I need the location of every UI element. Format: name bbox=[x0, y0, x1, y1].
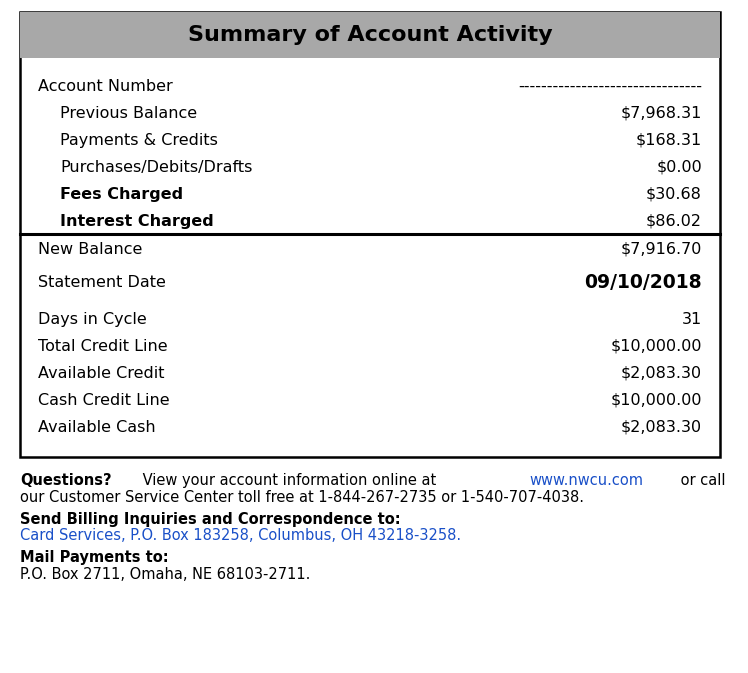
Text: Statement Date: Statement Date bbox=[38, 275, 166, 289]
Text: 31: 31 bbox=[681, 312, 702, 326]
Bar bbox=[20, 12, 720, 58]
Text: Questions?: Questions? bbox=[20, 473, 111, 488]
Text: Account Number: Account Number bbox=[38, 79, 173, 94]
Text: Available Cash: Available Cash bbox=[38, 419, 156, 435]
Text: our Customer Service Center toll free at 1-844-267-2735 or 1-540-707-4038.: our Customer Service Center toll free at… bbox=[20, 490, 584, 505]
Text: Mail Payments to:: Mail Payments to: bbox=[20, 551, 168, 565]
Text: $7,968.31: $7,968.31 bbox=[621, 106, 702, 120]
Text: $86.02: $86.02 bbox=[646, 213, 702, 229]
Text: $0.00: $0.00 bbox=[656, 160, 702, 174]
Text: www.nwcu.com: www.nwcu.com bbox=[529, 473, 643, 488]
Text: $10,000.00: $10,000.00 bbox=[610, 339, 702, 353]
Text: Total Credit Line: Total Credit Line bbox=[38, 339, 168, 353]
Text: $10,000.00: $10,000.00 bbox=[610, 392, 702, 408]
Text: Payments & Credits: Payments & Credits bbox=[60, 133, 218, 147]
Text: P.O. Box 2711, Omaha, NE 68103-2711.: P.O. Box 2711, Omaha, NE 68103-2711. bbox=[20, 567, 310, 582]
Text: Card Services, P.O. Box 183258, Columbus, OH 43218-3258.: Card Services, P.O. Box 183258, Columbus… bbox=[20, 528, 461, 543]
Text: or call: or call bbox=[676, 473, 726, 488]
Text: View your account information online at: View your account information online at bbox=[138, 473, 441, 488]
Text: New Balance: New Balance bbox=[38, 242, 142, 256]
Text: $7,916.70: $7,916.70 bbox=[621, 242, 702, 256]
Text: Interest Charged: Interest Charged bbox=[60, 213, 214, 229]
Text: $168.31: $168.31 bbox=[636, 133, 702, 147]
Text: Available Credit: Available Credit bbox=[38, 365, 165, 380]
Text: Fees Charged: Fees Charged bbox=[60, 186, 183, 201]
Text: Days in Cycle: Days in Cycle bbox=[38, 312, 147, 326]
Text: $2,083.30: $2,083.30 bbox=[621, 365, 702, 380]
Text: $2,083.30: $2,083.30 bbox=[621, 419, 702, 435]
Bar bbox=[20, 12, 720, 457]
Text: Send Billing Inquiries and Correspondence to:: Send Billing Inquiries and Correspondenc… bbox=[20, 511, 401, 527]
Text: Cash Credit Line: Cash Credit Line bbox=[38, 392, 170, 408]
Text: 09/10/2018: 09/10/2018 bbox=[584, 273, 702, 291]
Text: $30.68: $30.68 bbox=[646, 186, 702, 201]
Text: Previous Balance: Previous Balance bbox=[60, 106, 197, 120]
Text: Purchases/Debits/Drafts: Purchases/Debits/Drafts bbox=[60, 160, 252, 174]
Text: --------------------------------: -------------------------------- bbox=[518, 79, 702, 94]
Text: Summary of Account Activity: Summary of Account Activity bbox=[188, 25, 552, 45]
